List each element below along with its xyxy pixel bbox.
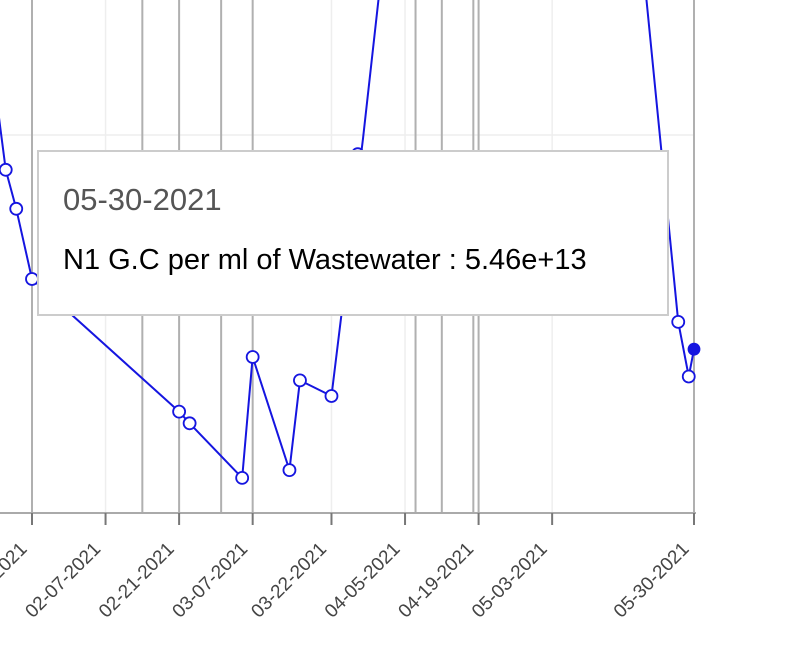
data-point xyxy=(182,416,197,431)
x-tick-label: 02-21-2021 xyxy=(95,539,179,623)
tooltip-value: 5.46e+13 xyxy=(464,244,587,276)
tooltip-date: 05-30-2021 xyxy=(63,182,222,217)
data-point xyxy=(293,373,307,388)
data-point xyxy=(324,389,339,403)
x-tick-label: 03-22-2021 xyxy=(247,539,331,623)
data-point xyxy=(681,369,696,384)
x-tick-label: 04-19-2021 xyxy=(395,539,479,623)
x-tick-label: 02-07-2021 xyxy=(22,539,106,623)
x-tick-label: 04-05-2021 xyxy=(321,539,405,623)
data-point xyxy=(172,404,187,419)
tooltip-series-name: N1 G.C per ml of Wastewater xyxy=(63,244,441,276)
data-point xyxy=(282,463,297,478)
x-tick-label: 03-07-2021 xyxy=(169,539,253,623)
tooltip-separator: : xyxy=(440,244,465,276)
data-point xyxy=(9,201,24,216)
x-axis: 01-24-202102-07-202102-21-202103-07-2021… xyxy=(0,512,696,623)
x-tick-label: 05-03-2021 xyxy=(468,539,552,623)
tooltip-series-line: N1 G.C per ml of Wastewater : 5.46e+13 xyxy=(63,244,587,277)
data-point xyxy=(245,350,260,364)
data-point xyxy=(671,314,686,329)
chart-tooltip: 05-30-2021 N1 G.C per ml of Wastewater :… xyxy=(37,150,669,316)
data-point xyxy=(0,162,13,177)
series-points xyxy=(0,147,701,485)
active-data-point xyxy=(687,342,701,356)
x-tick-label: 05-30-2021 xyxy=(610,539,694,623)
data-point xyxy=(235,470,250,485)
